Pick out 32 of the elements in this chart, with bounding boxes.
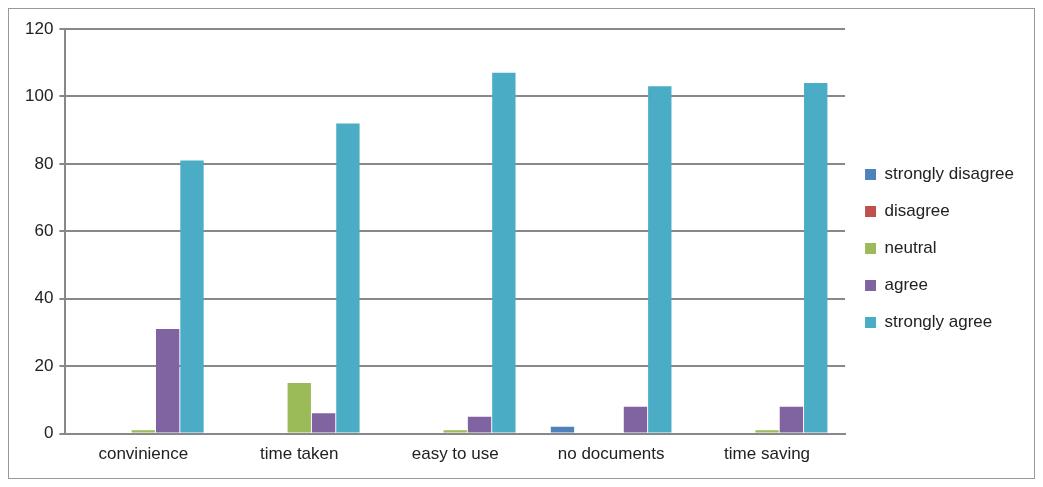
bar bbox=[131, 430, 156, 433]
y-tick-label: 120 bbox=[24, 18, 54, 38]
y-tick-label: 60 bbox=[34, 220, 54, 240]
y-tick-label: 80 bbox=[34, 153, 54, 173]
bar bbox=[550, 426, 575, 433]
legend-label: agree bbox=[884, 275, 929, 295]
legend-label: neutral bbox=[884, 238, 937, 258]
bar bbox=[492, 72, 516, 433]
bar bbox=[755, 430, 779, 433]
bar bbox=[648, 86, 672, 433]
bar bbox=[180, 160, 204, 433]
bar bbox=[443, 430, 467, 433]
y-tick-label: 0 bbox=[43, 423, 54, 443]
bar bbox=[336, 123, 360, 433]
x-tick-label: time saving bbox=[724, 444, 811, 464]
legend-label: disagree bbox=[884, 201, 950, 221]
bar bbox=[311, 413, 336, 433]
legend-label: strongly disagree bbox=[884, 164, 1015, 184]
y-tick-label: 100 bbox=[24, 86, 54, 106]
x-tick-label: easy to use bbox=[411, 444, 499, 464]
legend-label: strongly agree bbox=[884, 312, 993, 332]
bar bbox=[467, 416, 492, 433]
bar bbox=[779, 406, 804, 433]
bar bbox=[155, 329, 180, 433]
y-tick-label: 20 bbox=[34, 355, 54, 375]
bar bbox=[287, 383, 311, 433]
bar bbox=[623, 406, 648, 433]
x-tick-label: no documents bbox=[557, 444, 665, 464]
x-tick-label: time taken bbox=[260, 444, 339, 464]
y-tick-label: 40 bbox=[34, 288, 54, 308]
bar bbox=[804, 82, 828, 433]
x-tick-label: convinience bbox=[98, 444, 189, 464]
